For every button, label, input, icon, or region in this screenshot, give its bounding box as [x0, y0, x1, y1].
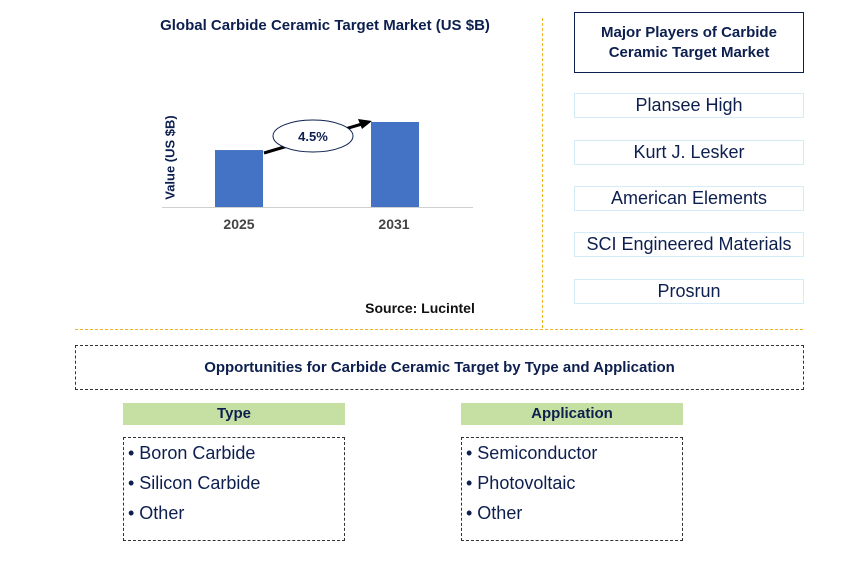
players-title: Major Players of Carbide Ceramic Target …	[574, 12, 804, 73]
application-list: • Semiconductor • Photovoltaic • Other	[461, 437, 683, 541]
vertical-divider	[542, 18, 543, 328]
tick-label-2031: 2031	[378, 216, 410, 232]
opportunities-title: Opportunities for Carbide Ceramic Target…	[75, 345, 804, 390]
list-item: • Other	[466, 503, 523, 523]
list-item: • Photovoltaic	[466, 473, 576, 493]
player-item: SCI Engineered Materials	[574, 232, 804, 257]
arrow-head-icon	[358, 119, 372, 129]
application-header: Application	[461, 403, 683, 425]
list-item: • Silicon Carbide	[128, 473, 261, 493]
source-label: Source: Lucintel	[365, 300, 475, 316]
list-item: • Boron Carbide	[128, 443, 256, 463]
tick-label-2025: 2025	[223, 216, 255, 232]
cagr-ellipse	[272, 119, 354, 153]
type-header: Type	[123, 403, 345, 425]
bar-chart: 4.5%	[162, 119, 473, 208]
player-item: Plansee High	[574, 93, 804, 118]
list-item: • Other	[128, 503, 185, 523]
horizontal-divider	[75, 329, 803, 330]
bar-2031	[371, 122, 419, 207]
bar-2025	[215, 150, 263, 207]
player-item: Prosrun	[574, 279, 804, 304]
cagr-label: 4.5%	[298, 129, 328, 144]
player-item: Kurt J. Lesker	[574, 140, 804, 165]
player-item: American Elements	[574, 186, 804, 211]
type-list: • Boron Carbide • Silicon Carbide • Othe…	[123, 437, 345, 541]
list-item: • Semiconductor	[466, 443, 598, 463]
chart-title: Global Carbide Ceramic Target Market (US…	[160, 17, 490, 34]
